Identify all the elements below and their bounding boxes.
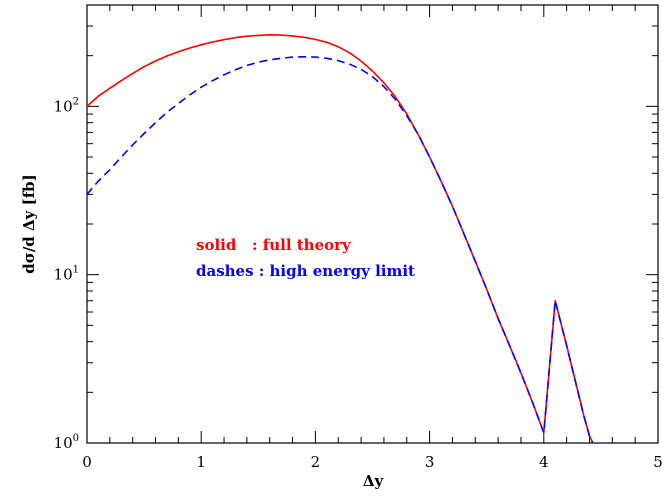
y-axis-title: dσ/d Δy [fb] (20, 174, 38, 273)
x-tick-label: 5 (653, 453, 663, 471)
x-tick-label: 4 (539, 453, 549, 471)
x-tick-label: 0 (82, 453, 92, 471)
series-layer (86, 34, 594, 444)
x-tick-label: 1 (196, 453, 206, 471)
y-tick-label: 102 (54, 96, 79, 115)
y-tick-label: 101 (54, 265, 79, 284)
legend-entry: solid : full theory (196, 236, 352, 254)
y-tick-label: 100 (54, 433, 79, 452)
x-tick-label: 2 (311, 453, 321, 471)
ticks (86, 4, 659, 444)
legend: solid : full theory dashes : high energy … (196, 236, 415, 280)
series-line-dashed (86, 56, 594, 444)
tick-labels: 0 1 2 3 4 5 100 101 102 (54, 96, 663, 471)
legend-entry: dashes : high energy limit (196, 262, 415, 280)
x-tick-label: 3 (425, 453, 435, 471)
x-axis-title: Δy (363, 472, 385, 490)
